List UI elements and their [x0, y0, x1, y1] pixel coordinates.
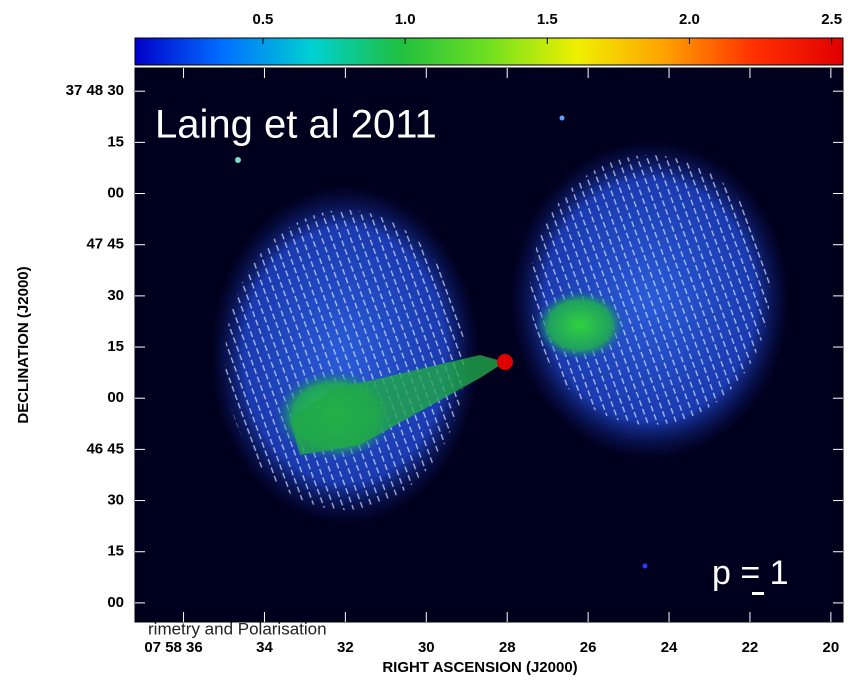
x-tick-label: 20 [823, 639, 840, 656]
scale-label: p = 1 [712, 554, 789, 592]
y-tick-label: 30 [107, 492, 124, 509]
map-frame [134, 67, 844, 623]
x-tick-label: 24 [661, 639, 678, 656]
y-axis-label: DECLINATION (J2000) [15, 266, 32, 423]
footer-text: rimetry and Polarisation [148, 619, 327, 638]
x-tick-label: 26 [580, 639, 597, 656]
radio-map [135, 68, 843, 622]
x-tick-label: 34 [256, 639, 273, 656]
y-tick-label: 00 [107, 389, 124, 406]
x-tick-label: 32 [337, 639, 354, 656]
colorbar-tick-label: 1.0 [395, 11, 416, 28]
colorbar-tick-label: 0.5 [253, 11, 274, 28]
x-tick-label: 07 58 36 [144, 639, 202, 656]
colorbar-tick-label: 2.5 [821, 11, 842, 28]
x-tick-label: 28 [499, 639, 516, 656]
y-tick-label: 30 [107, 287, 124, 304]
y-tick-label: 15 [107, 133, 124, 150]
y-tick-label: 00 [107, 185, 124, 202]
colorbar-tick-label: 2.0 [679, 11, 700, 28]
y-tick-label: 00 [107, 594, 124, 611]
x-tick-label: 30 [418, 639, 435, 656]
x-tick-label: 22 [742, 639, 759, 656]
colorbar [134, 37, 844, 66]
y-tick-label: 15 [107, 543, 124, 560]
y-tick-label: 15 [107, 338, 124, 355]
colorbar-tick-label: 1.5 [537, 11, 558, 28]
y-tick-label: 46 45 [86, 440, 124, 457]
x-axis-label: RIGHT ASCENSION (J2000) [382, 659, 577, 676]
citation: Laing et al 2011 [155, 103, 437, 147]
y-tick-label: 47 45 [86, 236, 124, 253]
y-tick-label: 37 48 30 [66, 82, 124, 99]
